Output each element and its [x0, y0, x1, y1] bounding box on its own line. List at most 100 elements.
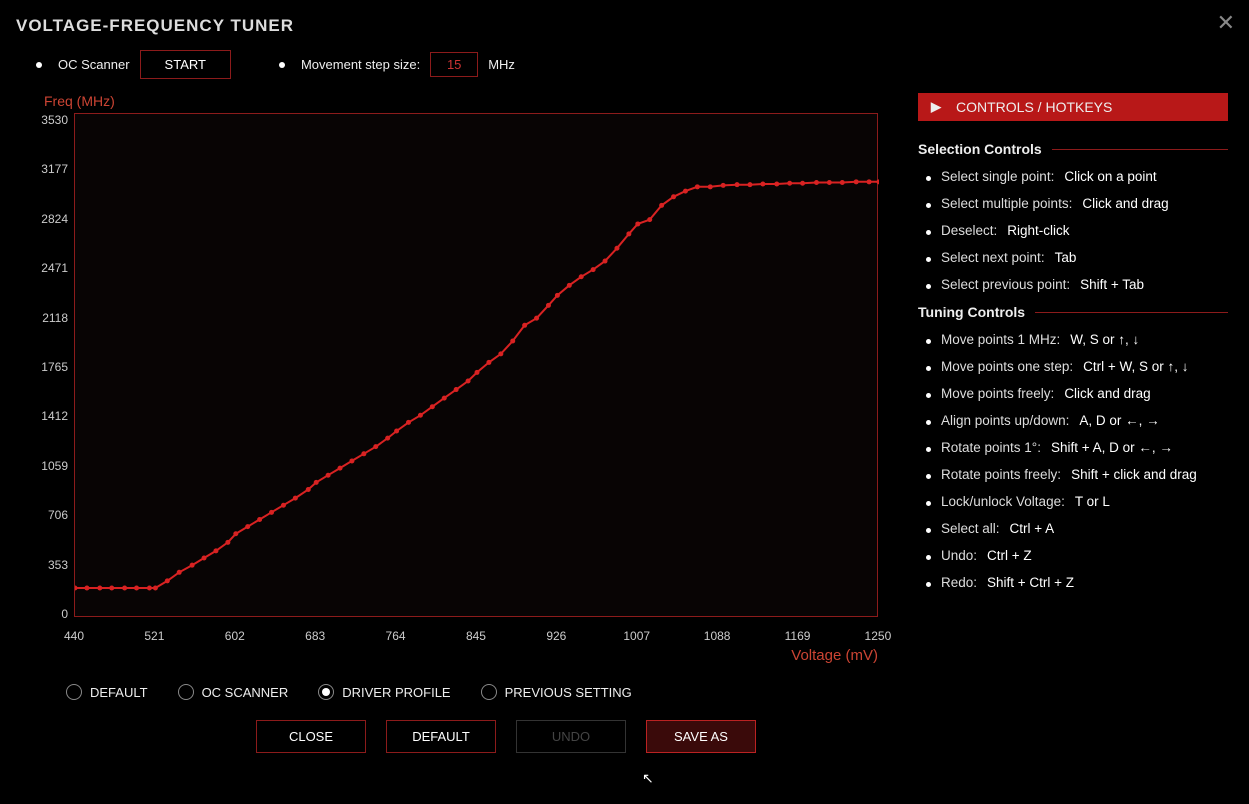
curve-point[interactable]	[867, 179, 872, 184]
curve-point[interactable]	[225, 540, 230, 545]
curve-point[interactable]	[245, 524, 250, 529]
bullet-icon	[279, 62, 285, 68]
control-item: Select multiple points:Click and drag	[926, 196, 1228, 211]
curve-point[interactable]	[708, 184, 713, 189]
undo-button[interactable]: UNDO	[516, 720, 626, 753]
control-key: Select all:	[941, 521, 1000, 536]
control-item: Redo: Shift + Ctrl + Z	[926, 575, 1228, 590]
curve-point[interactable]	[122, 586, 127, 591]
control-key: Rotate points freely:	[941, 467, 1061, 482]
curve-point[interactable]	[475, 370, 480, 375]
default-button[interactable]: DEFAULT	[386, 720, 496, 753]
curve-point[interactable]	[614, 246, 619, 251]
curve-point[interactable]	[430, 404, 435, 409]
y-tick-label: 3177	[36, 162, 68, 176]
control-key: Align points up/down:	[941, 413, 1069, 428]
curve-point[interactable]	[454, 387, 459, 392]
curve-point[interactable]	[510, 339, 515, 344]
curve-point[interactable]	[735, 182, 740, 187]
curve-point[interactable]	[306, 487, 311, 492]
control-value: Ctrl + A	[1010, 521, 1055, 536]
curve-point[interactable]	[747, 182, 752, 187]
close-icon[interactable]: ✕	[1217, 10, 1235, 36]
curve-point[interactable]	[233, 531, 238, 536]
curve-point[interactable]	[75, 586, 78, 591]
profile-radio-default[interactable]: DEFAULT	[66, 684, 148, 700]
bullet-icon	[926, 230, 931, 235]
curve-point[interactable]	[683, 189, 688, 194]
control-value: Click on a point	[1064, 169, 1156, 184]
curve-point[interactable]	[418, 413, 423, 418]
curve-point[interactable]	[326, 473, 331, 478]
movement-step-input[interactable]	[430, 52, 478, 77]
curve-point[interactable]	[721, 183, 726, 188]
plot-canvas[interactable]	[74, 113, 878, 617]
curve-point[interactable]	[854, 179, 859, 184]
y-axis-title: Freq (MHz)	[36, 93, 886, 113]
curve-point[interactable]	[579, 274, 584, 279]
profile-radio-oc-scanner[interactable]: OC SCANNER	[178, 684, 289, 700]
profile-radio-driver-profile[interactable]: DRIVER PROFILE	[318, 684, 450, 700]
curve-point[interactable]	[647, 217, 652, 222]
curve-point[interactable]	[635, 221, 640, 226]
curve-point[interactable]	[671, 194, 676, 199]
curve-point[interactable]	[314, 480, 319, 485]
control-key: Redo:	[941, 575, 977, 590]
curve-point[interactable]	[281, 503, 286, 508]
profile-radio-previous-setting[interactable]: PREVIOUS SETTING	[481, 684, 632, 700]
curve-point[interactable]	[840, 180, 845, 185]
control-item: Move points 1 MHz:W, S or ↑, ↓	[926, 332, 1228, 347]
movement-step-label: Movement step size:	[301, 57, 420, 72]
curve-point[interactable]	[153, 586, 158, 591]
curve-point[interactable]	[567, 283, 572, 288]
curve-point[interactable]	[202, 556, 207, 561]
curve-point[interactable]	[97, 586, 102, 591]
curve-point[interactable]	[466, 378, 471, 383]
curve-point[interactable]	[800, 181, 805, 186]
curve-point[interactable]	[190, 563, 195, 568]
curve-point[interactable]	[134, 586, 139, 591]
save-as-button[interactable]: SAVE AS	[646, 720, 756, 753]
curve-point[interactable]	[406, 420, 411, 425]
curve-point[interactable]	[695, 184, 700, 189]
curve-point[interactable]	[659, 203, 664, 208]
curve-point[interactable]	[213, 548, 218, 553]
curve-point[interactable]	[787, 181, 792, 186]
curve-point[interactable]	[394, 428, 399, 433]
curve-point[interactable]	[522, 323, 527, 328]
curve-point[interactable]	[338, 466, 343, 471]
curve-point[interactable]	[257, 517, 262, 522]
curve-point[interactable]	[177, 570, 182, 575]
controls-header[interactable]: ▶ CONTROLS / HOTKEYS	[918, 93, 1228, 121]
control-value: Shift + Ctrl + Z	[987, 575, 1074, 590]
curve-point[interactable]	[591, 267, 596, 272]
curve-point[interactable]	[349, 458, 354, 463]
curve-point[interactable]	[534, 316, 539, 321]
curve-point[interactable]	[626, 231, 631, 236]
curve-point[interactable]	[877, 179, 880, 184]
curve-point[interactable]	[546, 303, 551, 308]
curve-point[interactable]	[486, 360, 491, 365]
curve-point[interactable]	[293, 496, 298, 501]
vf-curve[interactable]	[75, 114, 879, 618]
close-button[interactable]: CLOSE	[256, 720, 366, 753]
curve-point[interactable]	[827, 180, 832, 185]
curve-point[interactable]	[498, 351, 503, 356]
x-tick-label: 764	[376, 629, 416, 643]
curve-point[interactable]	[603, 259, 608, 264]
curve-point[interactable]	[814, 180, 819, 185]
curve-point[interactable]	[361, 451, 366, 456]
curve-point[interactable]	[109, 586, 114, 591]
curve-point[interactable]	[269, 510, 274, 515]
curve-point[interactable]	[774, 181, 779, 186]
start-button[interactable]: START	[140, 50, 231, 79]
curve-point[interactable]	[385, 436, 390, 441]
curve-point[interactable]	[373, 444, 378, 449]
curve-point[interactable]	[147, 586, 152, 591]
curve-point[interactable]	[165, 578, 170, 583]
curve-point[interactable]	[760, 181, 765, 186]
curve-point[interactable]	[555, 293, 560, 298]
curve-point[interactable]	[442, 396, 447, 401]
x-tick-label: 1169	[778, 629, 818, 643]
curve-point[interactable]	[84, 586, 89, 591]
